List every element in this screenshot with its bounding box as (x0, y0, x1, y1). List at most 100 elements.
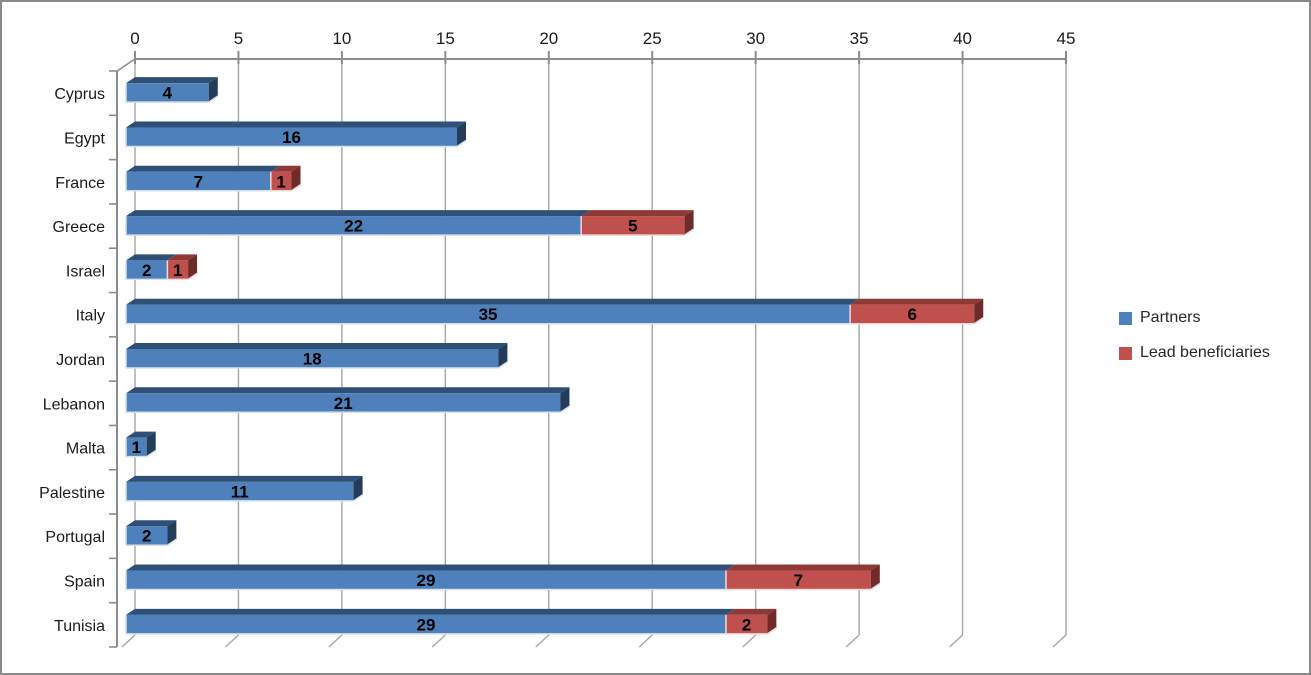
bar-segment-lead-beneficiaries-france-cap-edge (291, 184, 301, 192)
bar-segment-lead-beneficiaries-france (270, 171, 292, 191)
category-label: Egypt (64, 130, 105, 147)
bar-segment-partners-greece (126, 216, 582, 236)
bar-segment-partners-cyprus-top (126, 77, 218, 84)
bar-segment-lead-beneficiaries-tunisia-cap-edge (766, 627, 777, 635)
bar-segment-lead-beneficiaries-tunisia-cap (767, 608, 777, 634)
bar-segment-partners-greece-edge (125, 216, 582, 236)
data-label: 22 (344, 217, 363, 236)
category-label: Spain (64, 574, 105, 591)
bar-segment-lead-beneficiaries-france-cap (291, 165, 301, 191)
data-label: 7 (194, 172, 203, 191)
category-label: Jordan (56, 352, 105, 369)
data-label: 5 (628, 217, 637, 236)
bar-segment-lead-beneficiaries-greece-edge (580, 216, 685, 236)
bar-segment-lead-beneficiaries-italy-cap (974, 298, 984, 324)
bar-segment-lead-beneficiaries-spain-top (725, 564, 880, 571)
bar-segment-partners-egypt (126, 127, 458, 147)
bar-segment-partners-portugal-top (126, 520, 177, 527)
data-label: 2 (142, 527, 151, 546)
category-label: Portugal (45, 529, 105, 546)
bar-segment-partners-italy-top (126, 298, 860, 305)
bar-segment-partners-palestine (126, 481, 354, 501)
bar-segment-partners-italy-edge (125, 304, 851, 325)
bar-segment-lead-beneficiaries-israel (167, 260, 189, 280)
data-label: 29 (417, 571, 436, 590)
bar-segment-partners-malta-edge (125, 437, 147, 458)
data-label: 16 (282, 128, 301, 147)
legend-label-partners: Partners (1140, 309, 1201, 326)
bar-segment-partners-portugal (126, 526, 168, 546)
data-label: 2 (142, 261, 151, 280)
bar-segment-partners-lebanon (126, 393, 561, 413)
x-axis-tick-label: 35 (850, 29, 869, 48)
x-axis-tick-label: 25 (643, 29, 662, 48)
bar-segment-lead-beneficiaries-italy (850, 304, 975, 324)
bar-segment-partners-cyprus (126, 83, 209, 103)
gridline-floor-foot (742, 634, 757, 648)
bar-segment-partners-portugal-edge (125, 526, 168, 546)
bar-segment-partners-malta-cap (146, 431, 156, 457)
gridline-floor-foot (1052, 634, 1067, 648)
data-label: 1 (173, 261, 182, 280)
x-axis-tick-label: 0 (130, 29, 139, 48)
bar-segment-partners-israel-top (126, 254, 177, 261)
bar-segment-partners-lebanon-cap (560, 387, 570, 413)
bar-segment-lead-beneficiaries-spain-edge (725, 570, 871, 591)
bar-segment-lead-beneficiaries-israel-edge (166, 260, 189, 281)
bar-segment-partners-france-top (126, 165, 280, 172)
bar-segment-lead-beneficiaries-tunisia (725, 614, 768, 634)
bar-segment-partners-portugal-cap-edge (166, 538, 177, 546)
x-axis-tick-label: 15 (436, 29, 455, 48)
bar-segment-partners-malta (126, 437, 147, 457)
bar-segment-partners-tunisia-edge (125, 614, 726, 635)
bar-segment-partners-spain-top (126, 564, 735, 571)
gridline-floor-foot (121, 634, 136, 648)
bar-segment-partners-egypt-cap-edge (456, 139, 467, 148)
gridline-floor-foot (535, 634, 550, 648)
category-label: Malta (66, 441, 105, 458)
category-label: Greece (53, 219, 106, 236)
x-axis-tick-label: 45 (1057, 29, 1076, 48)
data-label: 18 (303, 350, 322, 369)
bar-segment-partners-egypt-top (126, 121, 467, 128)
bar-segment-lead-beneficiaries-israel-cap (188, 254, 198, 280)
bar-segment-lead-beneficiaries-italy-cap-edge (973, 317, 984, 325)
data-label: 1 (132, 438, 141, 457)
bar-segment-partners-greece-top (126, 210, 591, 217)
x-axis-tick-label: 10 (332, 29, 351, 48)
gridline-floor-foot (431, 634, 446, 648)
data-label: 29 (417, 615, 436, 634)
bar-segment-partners-jordan-cap-edge (497, 361, 508, 369)
data-label: 21 (334, 394, 353, 413)
category-label: Cyprus (54, 86, 105, 103)
bar-segment-partners-tunisia-top (126, 608, 735, 615)
bar-segment-partners-palestine-cap-edge (353, 494, 363, 502)
bar-segment-partners-france (126, 171, 271, 191)
x-axis-tick-label: 20 (539, 29, 558, 48)
bar-segment-partners-palestine-cap (353, 475, 363, 501)
bar-segment-lead-beneficiaries-tunisia-edge (725, 614, 768, 635)
bar-segment-partners-france-edge (125, 171, 271, 192)
legend-item-partners: Partners (1119, 309, 1270, 327)
bar-segment-lead-beneficiaries-spain-cap-edge (870, 582, 881, 591)
legend-swatch-partners-icon (1119, 311, 1132, 325)
gridline-floor-foot (224, 634, 239, 648)
bar-segment-partners-egypt-edge (125, 127, 458, 148)
gridline-floor-foot (328, 634, 343, 648)
data-label: 7 (794, 571, 803, 590)
bar-segment-partners-lebanon-edge (125, 393, 561, 414)
bar-segment-partners-palestine-top (126, 475, 363, 482)
bar-segment-lead-beneficiaries-italy-top (850, 298, 984, 305)
bar-segment-lead-beneficiaries-italy-edge (849, 304, 975, 325)
bar-segment-partners-italy (126, 304, 851, 324)
bar-segment-partners-lebanon-cap-edge (560, 405, 570, 413)
bar-segment-partners-tunisia (126, 614, 726, 634)
bar-segment-lead-beneficiaries-greece-cap (684, 210, 694, 236)
legend-item-lead-beneficiaries: Lead beneficiaries (1119, 344, 1270, 362)
gridline-floor-foot (845, 634, 860, 648)
data-label: 4 (163, 84, 173, 103)
bar-segment-lead-beneficiaries-tunisia-top (725, 608, 777, 615)
bar-segment-partners-cyprus-cap (208, 77, 218, 103)
bar-segment-lead-beneficiaries-greece (581, 216, 685, 236)
